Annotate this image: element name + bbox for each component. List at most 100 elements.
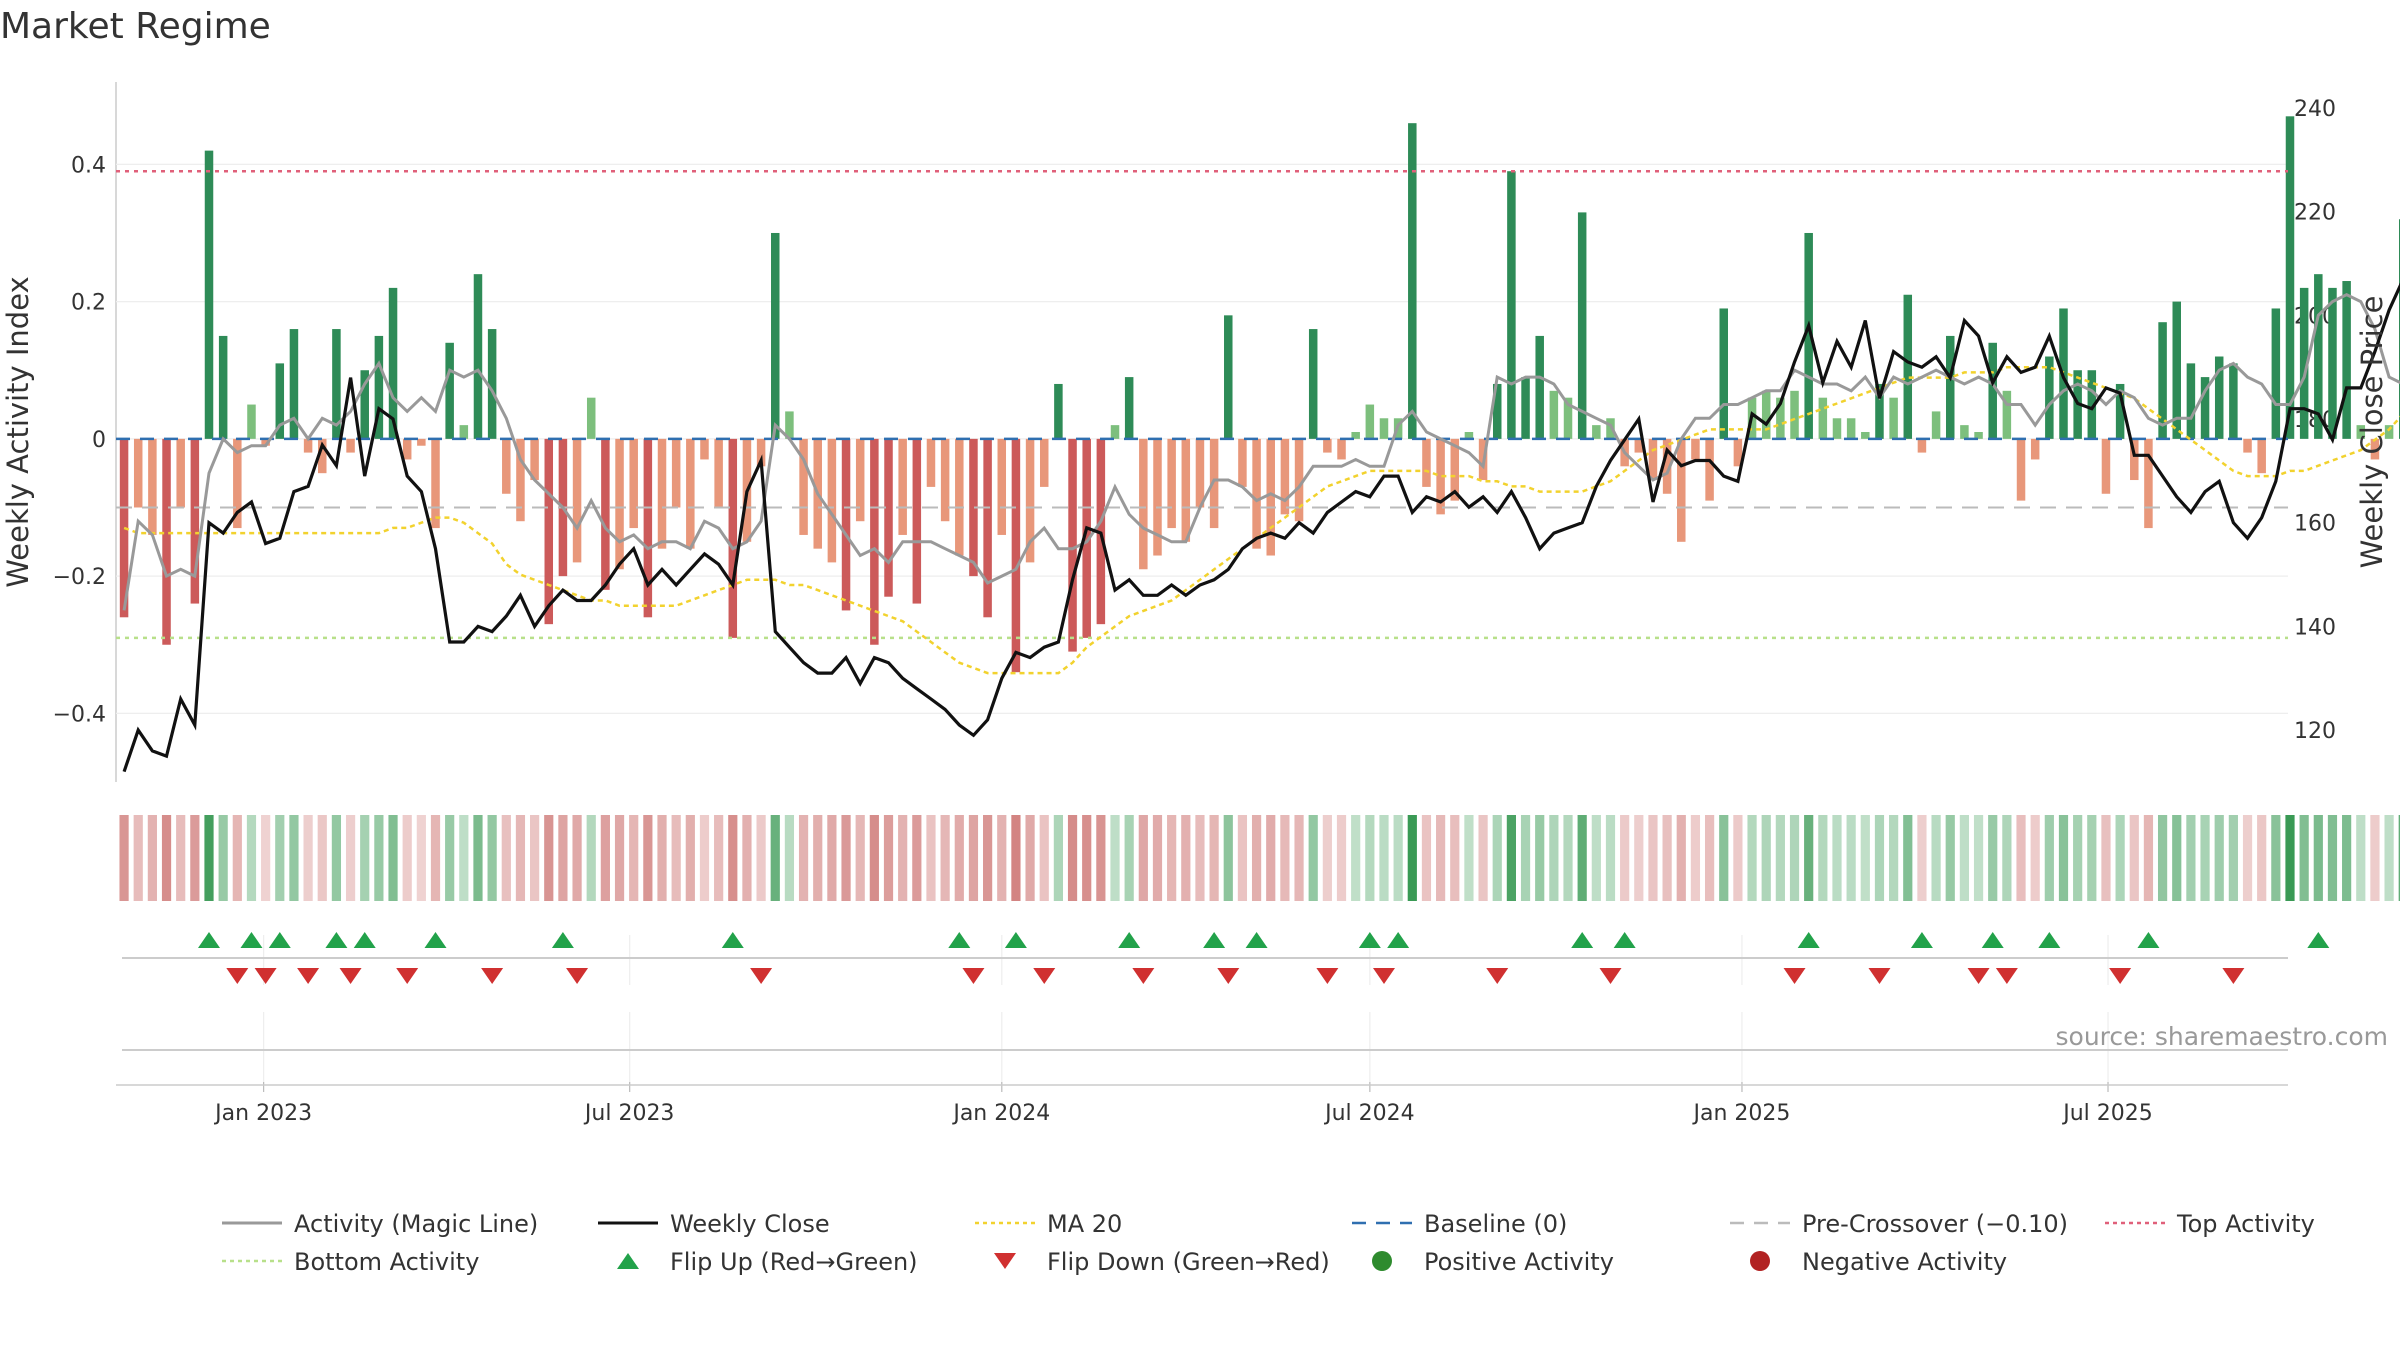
regime-cell — [1549, 815, 1559, 901]
regime-cell — [2228, 815, 2238, 901]
x-tick-label: Jul 2024 — [1323, 1101, 1415, 1126]
regime-cell — [1520, 815, 1531, 901]
regime-cell — [360, 815, 370, 901]
regime-cell — [1152, 815, 1163, 901]
activity-bar — [2328, 287, 2337, 439]
regime-cell — [2327, 815, 2338, 901]
regime-cell — [1464, 815, 1474, 901]
activity-bar — [1804, 232, 1813, 439]
regime-cell — [487, 815, 497, 901]
activity-bar — [1422, 438, 1431, 487]
activity-bar — [1054, 383, 1063, 439]
regime-cell — [1733, 815, 1743, 901]
regime-cell — [445, 815, 455, 901]
activity-bar — [2144, 438, 2153, 529]
regime-cell — [2172, 815, 2182, 901]
regime-cell — [1676, 815, 1686, 901]
regime-cell — [685, 815, 695, 901]
regime-cell — [1421, 815, 1432, 901]
activity-bar — [530, 438, 539, 481]
activity-bar — [1563, 397, 1573, 439]
activity-bar — [1224, 315, 1233, 439]
regime-cell — [558, 815, 568, 901]
activity-bar — [218, 335, 228, 439]
regime-cell — [190, 815, 200, 901]
legend-swatch — [1372, 1251, 1392, 1271]
activity-bar — [247, 404, 256, 439]
x-tick-label: Jan 2025 — [1692, 1101, 1791, 1126]
activity-bar — [1507, 171, 1516, 439]
regime-cell — [1379, 815, 1389, 901]
regime-cell — [1251, 815, 1262, 901]
activity-bar — [1917, 438, 1927, 453]
regime-cell — [2101, 815, 2111, 901]
activity-bar — [1677, 438, 1686, 542]
activity-bar — [615, 438, 624, 570]
legend-swatch — [994, 1253, 1016, 1269]
regime-cell — [1407, 815, 1417, 901]
regime-cell — [813, 815, 823, 901]
regime-cell — [756, 815, 766, 901]
activity-bar — [912, 438, 922, 604]
regime-cell — [473, 815, 483, 901]
regime-cell — [161, 815, 172, 901]
regime-cell — [841, 815, 851, 901]
regime-cell — [544, 815, 554, 901]
regime-cell — [1973, 815, 1984, 901]
regime-cell — [728, 815, 738, 901]
activity-bar — [997, 438, 1007, 535]
legend-label: Flip Up (Red→Green) — [670, 1248, 918, 1276]
activity-bar — [360, 370, 369, 439]
regime-cell — [940, 815, 950, 901]
activity-bar — [303, 438, 313, 453]
activity-bar — [2229, 363, 2238, 439]
activity-bar — [1761, 390, 1771, 439]
regime-cell — [2030, 815, 2040, 901]
regime-cell — [898, 815, 908, 901]
regime-cell — [317, 815, 327, 901]
regime-cell — [501, 815, 511, 901]
regime-cell — [459, 815, 469, 901]
legend-label: Bottom Activity — [294, 1248, 479, 1276]
flip-up-marker — [721, 932, 744, 948]
regime-cell — [402, 815, 412, 901]
activity-bar — [516, 438, 525, 522]
activity-bar — [1365, 404, 1375, 439]
activity-bar — [1308, 329, 1318, 439]
activity-bar — [204, 150, 214, 439]
activity-bar — [1294, 438, 1304, 522]
regime-cell — [2299, 815, 2309, 901]
regime-cell — [1365, 815, 1375, 901]
regime-cell — [2200, 815, 2210, 901]
activity-bar — [1535, 335, 1544, 439]
regime-cell — [2398, 815, 2400, 901]
regime-cell — [983, 815, 993, 901]
flip-down-marker — [1316, 968, 1339, 984]
activity-bar — [275, 363, 285, 439]
flip-up-marker — [1981, 932, 2004, 948]
activity-bar — [1875, 383, 1884, 439]
activity-bar — [1351, 432, 1360, 439]
regime-cell — [1747, 815, 1757, 901]
activity-bar — [1379, 418, 1389, 439]
flip-up-marker — [1910, 932, 1933, 948]
flip-up-marker — [353, 932, 376, 948]
activity-bar — [1337, 438, 1346, 460]
activity-bar — [1068, 438, 1077, 652]
regime-cell — [586, 815, 596, 901]
activity-bar — [586, 397, 596, 439]
activity-bar — [487, 329, 497, 439]
regime-cell — [926, 815, 936, 901]
activity-bar — [756, 438, 766, 467]
activity-bar — [643, 438, 653, 618]
regime-cell — [742, 815, 752, 901]
regime-cell — [1535, 815, 1545, 901]
regime-cell — [416, 815, 426, 901]
regime-strip — [119, 815, 2400, 901]
regime-cell — [1945, 815, 1955, 901]
activity-bar — [1988, 342, 1997, 439]
regime-cell — [2044, 815, 2054, 901]
activity-bar — [983, 438, 992, 618]
regime-cell — [2058, 815, 2069, 901]
chart-title: Market Regime — [0, 6, 271, 47]
